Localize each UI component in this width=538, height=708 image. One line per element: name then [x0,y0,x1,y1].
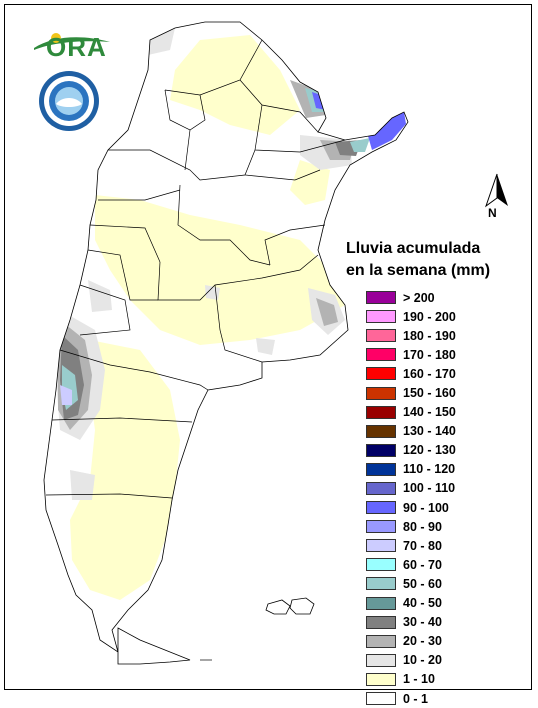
legend-label: 180 - 190 [403,328,456,343]
legend-item: 100 - 110 [366,479,456,498]
legend-item: 120 - 130 [366,441,456,460]
legend-swatch [366,634,396,648]
legend-label: 50 - 60 [403,576,442,591]
ora-logo: ORA [32,30,112,62]
legend-swatch [366,520,396,534]
province-borders [45,39,346,499]
rainfall-layer [56,28,406,600]
legend-label: 80 - 90 [403,519,442,534]
legend-swatch [366,348,396,362]
legend-item: 80 - 90 [366,517,456,536]
legend-item: 160 - 170 [366,364,456,383]
legend-label: 30 - 40 [403,615,442,630]
argentina-outline [43,21,409,653]
legend-item: 90 - 100 [366,498,456,517]
legend-title-line2: en la semana (mm) [346,262,491,279]
legend-swatch [366,462,396,476]
legend-label: 40 - 50 [403,596,442,611]
legend-label: 140 - 150 [403,405,456,420]
north-arrow-icon [482,172,512,220]
legend-swatch [366,672,396,686]
legend-item: 180 - 190 [366,326,456,345]
legend-label: 190 - 200 [403,309,456,324]
legend-item: 110 - 120 [366,460,456,479]
legend-item: 190 - 200 [366,307,456,326]
legend-swatch [366,596,396,610]
legend-label: 110 - 120 [403,462,456,477]
legend-title-line1: Lluvia acumulada [346,240,481,257]
legend-label: > 200 [403,290,435,305]
legend-label: 1 - 10 [403,672,435,687]
legend-item: 10 - 20 [366,651,456,670]
logo-text: ORA [46,32,107,62]
legend: > 200 190 - 200 180 - 190 170 - 180 160 - 17… [366,288,456,708]
legend-label: 90 - 100 [403,500,449,515]
legend-swatch [366,577,396,591]
legend-item: 150 - 160 [366,383,456,402]
legend-item: > 200 [366,288,456,307]
malvinas-islands [265,597,315,615]
legend-item: 170 - 180 [366,345,456,364]
legend-title: Lluvia acumulada en la semana (mm) [346,238,490,282]
legend-item: 50 - 60 [366,574,456,593]
legend-swatch [366,558,396,572]
legend-swatch [366,424,396,438]
legend-swatch [366,539,396,553]
legend-swatch [366,291,396,305]
legend-label: 20 - 30 [403,634,442,649]
legend-item: 1 - 10 [366,670,456,689]
tierra-del-fuego [117,627,212,665]
legend-item: 130 - 140 [366,422,456,441]
legend-label: 150 - 160 [403,386,456,401]
legend-swatch [366,692,396,706]
legend-label: 100 - 110 [403,481,456,496]
legend-label: 10 - 20 [403,653,442,668]
leaf-swoosh-icon [34,33,110,50]
legend-item: 40 - 50 [366,594,456,613]
smn-seal-icon [38,70,100,132]
legend-swatch [366,481,396,495]
legend-label: 160 - 170 [403,366,456,381]
legend-swatch [366,405,396,419]
legend-label: 170 - 180 [403,347,456,362]
legend-swatch [366,615,396,629]
legend-item: 70 - 80 [366,536,456,555]
legend-item: 30 - 40 [366,613,456,632]
legend-swatch [366,501,396,515]
legend-swatch [366,386,396,400]
legend-label: 120 - 130 [403,443,456,458]
legend-label: 0 - 1 [403,691,429,706]
legend-swatch [366,653,396,667]
legend-item: 60 - 70 [366,555,456,574]
legend-swatch [366,329,396,343]
legend-swatch [366,443,396,457]
legend-item: 140 - 150 [366,403,456,422]
legend-item: 20 - 30 [366,632,456,651]
legend-label: 130 - 140 [403,424,456,439]
north-label: N [488,206,497,220]
legend-swatch [366,367,396,381]
legend-swatch [366,310,396,324]
legend-label: 70 - 80 [403,538,442,553]
legend-item: 0 - 1 [366,689,456,708]
legend-label: 60 - 70 [403,557,442,572]
